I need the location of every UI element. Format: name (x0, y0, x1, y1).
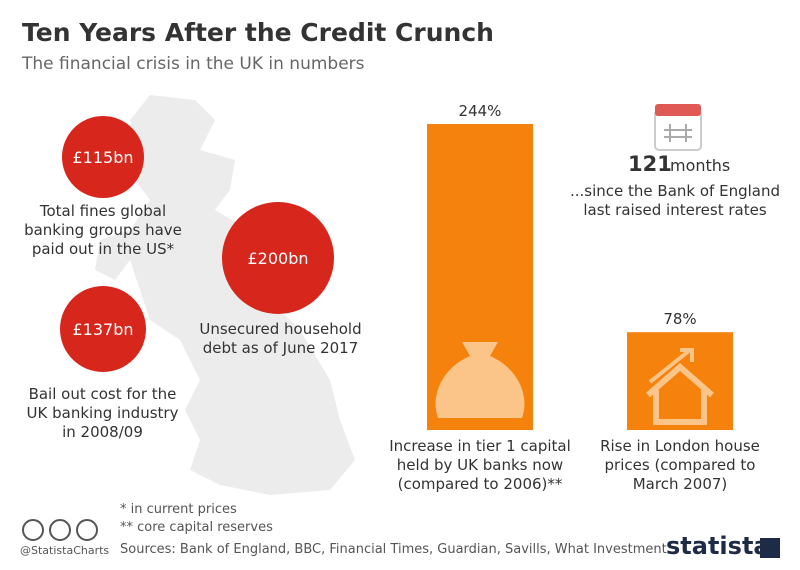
handle: @StatistaCharts (20, 544, 110, 557)
months-unit: months (670, 156, 731, 175)
bar (627, 332, 733, 430)
stat-bubble: £137bn (60, 286, 146, 372)
stat-label: Total fines global banking groups have p… (24, 202, 182, 258)
months-text: ...since the Bank of England last raised… (570, 182, 780, 219)
stat-bubble: £115bn (62, 116, 144, 198)
x-tick-label: Increase in tier 1 capital held by UK ba… (389, 437, 571, 493)
money-bag-icon (435, 342, 525, 418)
note: * in current prices (120, 502, 237, 517)
house-icon (646, 348, 714, 425)
value-label: 78% (663, 310, 697, 329)
note: ** core capital reserves (120, 520, 273, 535)
months-number: 121 (628, 152, 672, 176)
license-icons (22, 519, 98, 541)
sources: Sources: Bank of England, BBC, Financial… (120, 542, 667, 557)
calendar-icon (654, 104, 702, 151)
stat-bubble: £200bn (222, 202, 334, 314)
subtitle: The financial crisis in the UK in number… (22, 54, 365, 74)
title: Ten Years After the Credit Crunch (22, 18, 494, 47)
stat-label: Bail out cost for the UK banking industr… (26, 385, 179, 441)
x-tick-label: Rise in London house prices (compared to… (600, 437, 760, 493)
logo-mark (760, 538, 780, 558)
uk-map (95, 95, 355, 495)
stat-label: Unsecured household debt as of June 2017 (199, 320, 362, 357)
brand: statista (666, 532, 770, 560)
value-label: 244% (458, 102, 502, 121)
